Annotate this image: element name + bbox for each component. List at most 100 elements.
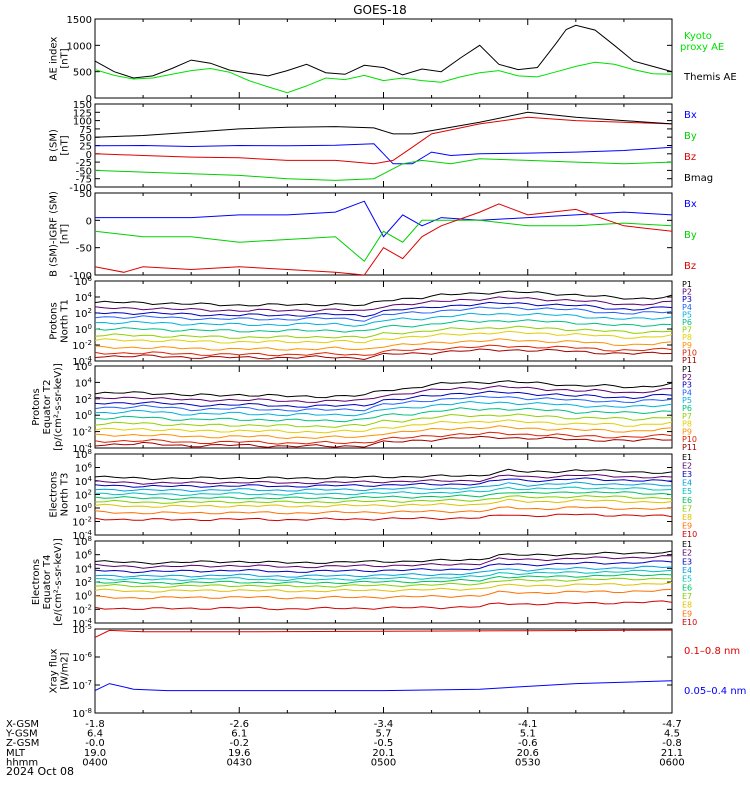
y-tick-label: 10-2 [72,426,92,439]
series-line [95,577,672,588]
legend-item: Bz [684,261,696,272]
xaxis-value: 20.6 [517,748,539,759]
series-line [95,569,672,582]
series-line [95,344,672,357]
y-axis-label: Electrons [49,471,60,517]
series-line [95,550,672,565]
series-line [95,413,672,428]
legend-item: P5 [682,396,692,405]
series-line [95,513,672,522]
y-tick-label: -25 [76,158,92,169]
legend-item: P2 [682,373,692,382]
panel-bigrf: 50 0 -50 -100 B (SM)-IGRF (SM) [nT] Bx By Bz [49,189,697,282]
legend-item: P11 [682,356,697,365]
legend-item: Bx [684,110,697,121]
series-line [95,565,672,578]
series-line [95,588,672,600]
xaxis-row-label: hhmm [6,757,38,768]
panel-frame [94,18,673,99]
y-tick-label: 106 [75,360,93,373]
legend-item: E4 [682,566,692,575]
legend-item: E7 [682,592,692,601]
series-line [95,435,672,448]
legend-item: E10 [682,618,697,627]
legend-item: P9 [682,427,692,436]
legend-item: E9 [682,609,692,618]
date-label: 2024 Oct 08 [6,765,74,778]
xaxis-value: -0.0 [85,738,105,749]
series-line [95,477,672,488]
legend-item: P4 [682,388,692,397]
y-tick-label: 102 [75,489,92,502]
series-line [95,395,672,412]
xaxis-value: -0.2 [229,738,249,749]
y-axis-label: AE index [49,37,60,81]
xaxis-value: -4.7 [662,719,682,730]
y-tick-label: 100 [75,590,92,603]
y-axis-label: North T1 [60,299,71,343]
y-tick-label: 104 [75,562,93,575]
series-line [95,319,672,333]
legend-item: Themis AE [683,72,737,83]
y-tick-label: 100 [75,502,92,515]
legend-item: P4 [682,303,692,312]
xaxis-value: 6.1 [231,729,247,740]
xaxis-value: 0530 [515,757,540,768]
series-line [95,330,672,344]
xaxis-value: 0600 [659,757,684,768]
legend-item: Bz [684,152,696,163]
series-line [95,143,672,165]
xaxis-value: 5.1 [520,729,536,740]
series-line [95,506,672,515]
y-tick-label: 100 [75,323,92,336]
y-tick-label: 25 [79,142,92,153]
xaxis-value: 21.1 [661,748,683,759]
y-tick-label: 0 [86,94,92,105]
y-tick-label: 106 [75,549,93,562]
xaxis-value: -3.4 [374,719,394,730]
legend-item: E2 [682,549,692,558]
legend-item: P7 [682,326,692,335]
legend-item: Kyoto [684,31,712,42]
y-tick-label: 10-5 [72,623,92,636]
legend-item: 0.1–0.8 nm [684,646,740,657]
xaxis-value: 20.1 [372,748,394,759]
y-tick-label: 1000 [67,41,92,52]
y-tick-label: -50 [76,244,92,255]
legend-item: P1 [682,280,692,289]
y-tick-label: 150 [73,100,92,111]
xaxis-value: -4.1 [518,719,538,730]
series-line [95,301,672,318]
series-line [95,680,672,692]
y-tick-label: 50 [79,133,92,144]
series-line [95,491,672,501]
series-line [95,560,672,574]
panel-frame [94,453,673,536]
series-line [95,61,672,94]
xaxis-row-label: Y-GSM [5,729,38,740]
y-tick-label: 10-2 [72,339,92,352]
series-line [95,555,672,569]
series-line [95,312,672,327]
y-tick-label: 1500 [67,15,92,26]
panel-frame [94,192,673,276]
y-axis-label: Protons [49,302,60,339]
series-line [95,425,672,440]
series-line [95,390,672,408]
y-axis-label: [W/m2] [60,652,71,689]
legend-item: P3 [682,295,692,304]
legend-item: E2 [682,462,692,471]
xaxis-row-label: MLT [6,748,26,759]
legend-item: P7 [682,412,692,421]
series-line [95,419,672,434]
series-line [95,380,672,399]
y-tick-label: 10-7 [72,679,92,692]
series-line [95,348,672,361]
y-tick-label: 106 [75,462,93,475]
series-line [95,498,672,508]
xaxis-value: -1.8 [85,719,105,730]
legend-item: proxy AE [680,42,724,53]
